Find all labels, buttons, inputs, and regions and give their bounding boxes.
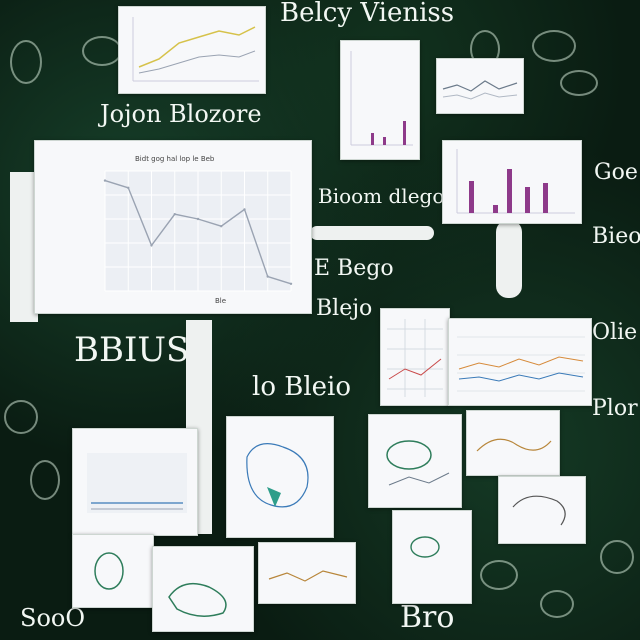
mid-label-1: Bioom dlego [318,184,445,208]
top-heading: Belcy Vieniss [280,0,455,28]
curve-diagram [476,438,552,452]
right-column-3: Olie [592,320,638,345]
right-column-4: Plor [592,396,638,421]
data-point [220,225,223,228]
connector-bar [496,220,522,298]
chart-card-bars [442,140,582,224]
diagram-card-1 [368,414,462,508]
doodle-leaf-icon [30,460,60,500]
chart-title: Bidt gog hal lop le Beb [135,155,215,163]
diagram-card-3 [498,476,586,544]
loop-diagram [386,440,450,486]
doodle-leaf-icon [532,30,576,62]
mini-wave-chart [442,80,518,100]
main-line-chart [103,170,293,292]
diagram-card-2 [466,410,560,476]
bottom-card-2 [152,546,254,632]
connector-bar [310,226,434,240]
center-heading: lo Bleio [252,372,352,402]
bottom-loop-diagram [410,536,440,558]
doodle-leaf-icon [10,40,42,84]
grid-table-chart [387,319,443,397]
chart-card-grid-1 [380,308,450,406]
data-point [150,244,153,247]
connector-bar [10,172,38,322]
mini-line-chart [132,17,259,82]
data-point [173,213,176,216]
doodle-leaf-icon [82,36,122,66]
map-diagram [246,443,309,508]
flat-line-chart [87,453,187,513]
bottom-line-chart [268,570,348,582]
arc-diagram [512,495,566,526]
route-diagram [168,582,227,617]
data-point [196,217,200,221]
bottom-right-label: Bro [400,600,455,635]
bottom-card-3 [258,542,356,604]
main-chart-card: Bidt gog hal lop le Beb Ble [34,140,312,314]
bottom-card-1 [72,534,154,608]
circle-diagram [94,552,124,590]
chart-card-top-right [436,58,524,114]
data-point [103,179,107,182]
doodle-leaf-icon [540,590,574,618]
chart-card-grid-2 [448,318,592,406]
bottom-card-4 [392,510,472,604]
right-column-1: Goe [594,160,638,185]
doodle-leaf-icon [600,540,634,574]
left-heading: Jojon Blozore [100,100,262,128]
mini-bar-chart [350,51,413,146]
purple-bar-chart [456,149,575,214]
chart-xlabel: Ble [215,297,227,305]
right-label-1: Blejo [316,296,373,321]
map-card [226,416,334,538]
multi-line-chart [457,336,585,392]
data-point [266,275,269,278]
doodle-leaf-icon [480,560,518,590]
doodle-leaf-icon [4,400,38,434]
big-left-label: BBIUS [74,330,190,370]
chart-card-top [118,6,266,94]
data-point [289,282,293,285]
right-column-2: Bieo [592,224,640,249]
chart-card-left-lower [72,428,198,536]
chart-card-bars-tall [340,40,420,160]
data-point [127,186,130,189]
data-point [243,208,246,211]
mid-label-2: E Bego [314,256,394,281]
bottom-left-label: SooO [20,604,86,632]
doodle-leaf-icon [560,70,598,96]
